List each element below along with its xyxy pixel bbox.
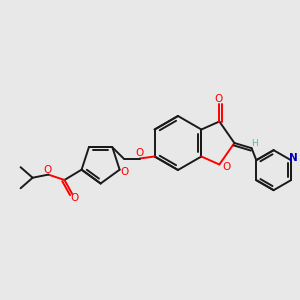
Text: N: N [289,153,297,163]
Text: O: O [222,163,230,172]
Text: H: H [251,139,258,148]
Text: O: O [43,165,51,175]
Text: O: O [121,167,129,177]
Text: O: O [136,148,144,158]
Text: O: O [214,94,223,104]
Text: O: O [70,193,78,203]
